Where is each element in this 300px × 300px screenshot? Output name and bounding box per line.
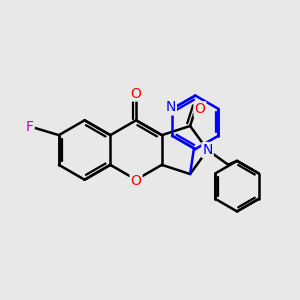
Text: O: O bbox=[131, 86, 142, 100]
Text: O: O bbox=[194, 102, 206, 116]
Text: F: F bbox=[26, 121, 34, 134]
Text: O: O bbox=[131, 174, 142, 188]
Text: N: N bbox=[202, 143, 213, 157]
Text: N: N bbox=[166, 100, 176, 115]
